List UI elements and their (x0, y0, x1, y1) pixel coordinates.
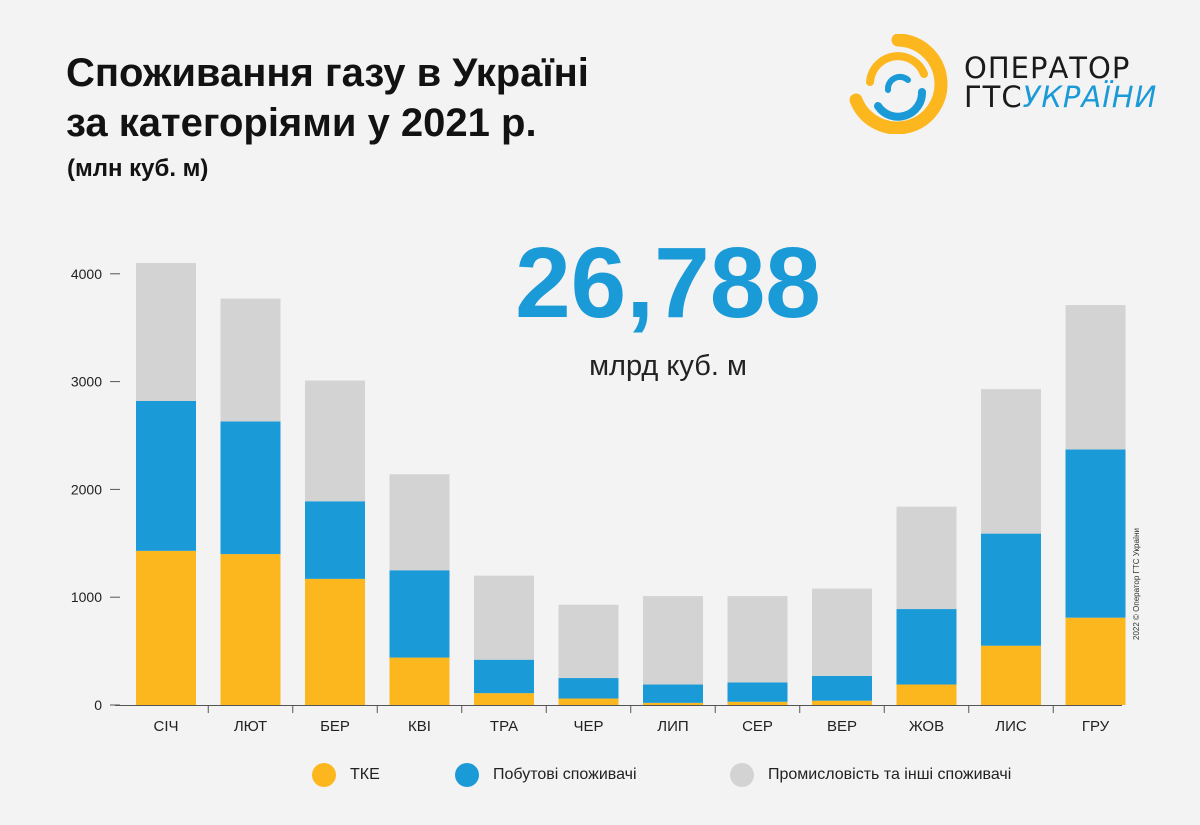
bar-segment (812, 588, 872, 676)
logo-wordmark: ОПЕРАТОР ГТСУКРАЇНИ (964, 54, 1157, 112)
legend-item: Побутові споживачі (455, 760, 637, 790)
legend-label: Промисловість та інші споживачі (768, 766, 1012, 783)
y-tick-label: 2000 (71, 481, 102, 497)
bar-segment (558, 698, 619, 705)
bar-segment (136, 550, 196, 705)
y-tick-label: 4000 (71, 266, 102, 282)
bar-segment (305, 578, 365, 705)
bar-segment (558, 678, 619, 699)
x-tick-label: ЧЕР (573, 718, 603, 735)
chart-legend: ТКЕ Побутові споживачі Промисловість та ін… (0, 760, 1200, 790)
x-tick-label: КВІ (408, 718, 431, 735)
copyright-note: 2022 © Оператор ГТС України (1132, 527, 1141, 640)
total-unit: млрд куб. м (589, 350, 747, 382)
stacked-bar-chart: 0 1000 2000 3000 4000 СІЧ ЛЮТ БЕР КВІ ТРА ЧЕР ЛИП СЕ… (71, 263, 1126, 735)
bar-segment (896, 684, 957, 705)
bar-segment (305, 501, 365, 579)
bar-segment (558, 604, 619, 679)
x-tick-label: СЕР (742, 718, 773, 735)
total-value: 26,788 (515, 227, 821, 339)
x-tick-label: ЛИС (995, 718, 1027, 735)
title-line-2: за категоріями у 2021 р. (66, 101, 537, 145)
company-logo: ОПЕРАТОР ГТСУКРАЇНИ (848, 34, 1168, 134)
bar-segment (1065, 449, 1126, 618)
bar-segment (981, 389, 1041, 534)
legend-item: ТКЕ (312, 760, 380, 790)
x-tick-label: ТРА (490, 718, 518, 735)
logo-line-1: ОПЕРАТОР (964, 51, 1131, 85)
x-tick-label: БЕР (320, 718, 350, 735)
bar-segment (220, 554, 281, 705)
legend-swatch (730, 763, 754, 787)
logo-swirl-icon (849, 34, 948, 134)
legend-item: Промисловість та інші споживачі (730, 760, 1011, 790)
bar-segment (474, 693, 534, 705)
bar-segment (136, 263, 196, 402)
legend-label: Побутові споживачі (493, 766, 637, 783)
x-tick-label: ВЕР (827, 718, 857, 735)
x-tick-label: ЛЮТ (234, 718, 267, 735)
bar-segment (981, 645, 1041, 705)
bar-segment (643, 684, 703, 703)
bar-segment (389, 570, 450, 658)
y-tick-label: 1000 (71, 589, 102, 605)
x-tick-label: СІЧ (154, 718, 179, 735)
bar-segment (136, 401, 196, 551)
y-tick-label: 0 (94, 697, 102, 713)
logo-line-2: ГТСУКРАЇНИ (964, 83, 1157, 112)
x-tick-label: ГРУ (1082, 718, 1110, 735)
bar-segment (727, 682, 788, 702)
bar-segment (727, 701, 788, 705)
bar-segment (643, 702, 703, 705)
y-tick-label: 3000 (71, 374, 102, 390)
bar-segment (812, 700, 872, 705)
title-line-1: Споживання газу в Україні (66, 51, 589, 95)
bar-segment (305, 380, 365, 502)
bar-segment (474, 659, 534, 694)
bar-segment (389, 474, 450, 571)
bar-segment (1065, 617, 1126, 705)
bar-segment (220, 421, 281, 555)
logo-line-2b: УКРАЇНИ (1022, 80, 1158, 114)
bar-segment (474, 575, 534, 660)
bar-segment (643, 596, 703, 685)
legend-swatch (455, 763, 479, 787)
bar-segment (981, 533, 1041, 646)
legend-swatch (312, 763, 336, 787)
chart-title: Споживання газу в Україні за категоріями… (66, 48, 589, 148)
bar-segment (896, 609, 957, 685)
logo-line-2a: ГТС (964, 80, 1023, 114)
unit-subtitle: (млн куб. м) (67, 155, 209, 182)
legend-label: ТКЕ (350, 766, 380, 783)
x-tick-label: ЖОВ (909, 718, 944, 735)
bar-segment (727, 596, 788, 683)
bar-segment (896, 506, 957, 610)
bar-segment (812, 675, 872, 701)
bar-segment (220, 298, 281, 422)
bar-segment (1065, 305, 1126, 450)
bar-segment (389, 657, 450, 705)
x-tick-label: ЛИП (657, 718, 688, 735)
